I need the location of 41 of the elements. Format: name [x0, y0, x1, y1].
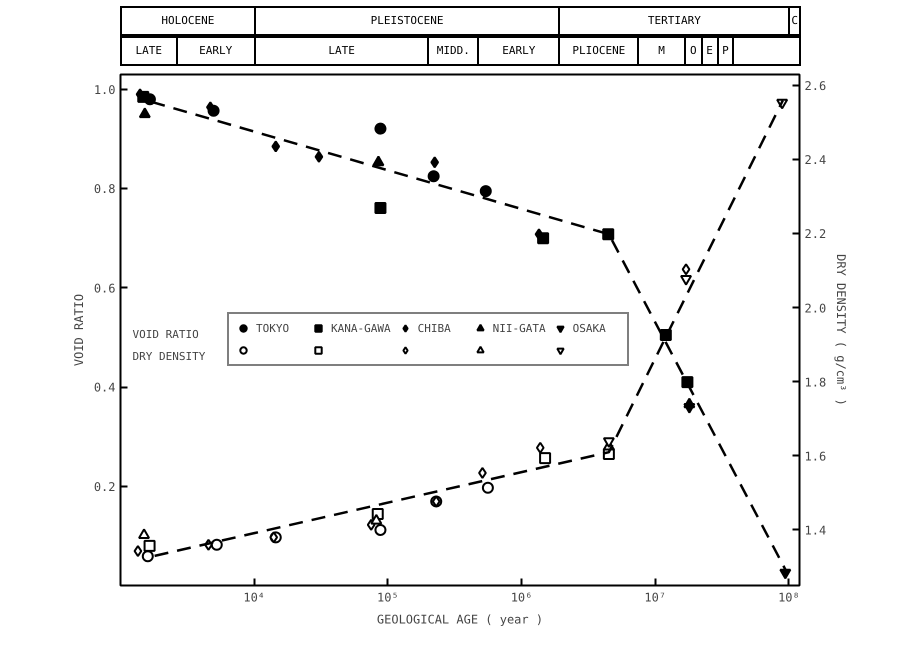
annotation: DRY DENSITY	[132, 350, 206, 363]
legend-label: OSAKA	[572, 320, 607, 336]
text: MIDD.	[428, 37, 478, 65]
text: EARLY	[176, 37, 255, 65]
text: C	[789, 7, 800, 35]
y2-tick-label: 1.6	[804, 449, 826, 464]
legend-label: KANA-GAWA	[331, 320, 391, 336]
x-tick-label: 10⁶	[510, 590, 532, 604]
y-axis-title: VOID RATIO	[72, 294, 86, 366]
text: LATE	[121, 37, 176, 65]
x-tick-label: 10⁴	[243, 590, 266, 604]
x-tick-label: 10⁵	[377, 590, 399, 604]
legend-label: NII-GATA	[492, 320, 546, 336]
text: P	[718, 37, 734, 65]
legend-label: CHIBA	[418, 320, 452, 336]
y2-tick-label: 2.0	[804, 301, 826, 316]
y-tick-label: 0.8	[94, 182, 116, 196]
y2-tick-label: 2.2	[804, 227, 826, 242]
y-tick-label: 0.6	[94, 281, 116, 296]
text: LATE	[254, 37, 428, 65]
y2-axis-title: DRY DENSITY ( g/cm³ )	[834, 254, 848, 406]
text: PLIOCENE	[559, 37, 638, 65]
y2-tick-label: 2.6	[804, 79, 826, 94]
annotation: VOID RATIO	[132, 328, 199, 341]
legend-label: TOKYO	[256, 320, 290, 336]
y2-tick-label: 1.4	[804, 523, 826, 538]
y-tick-label: 0.4	[94, 380, 116, 395]
text: O	[684, 37, 702, 65]
text: TERTIARY	[559, 7, 790, 35]
y-tick-label: 1.0	[94, 82, 116, 97]
x-axis-title: GEOLOGICAL AGE ( year )	[376, 612, 544, 626]
text: HOLOCENE	[121, 7, 255, 35]
x-tick-label: 10⁷	[644, 590, 666, 604]
y2-tick-label: 2.4	[804, 153, 826, 168]
x-tick-label: 10⁸	[778, 590, 800, 604]
text: E	[702, 37, 718, 65]
y-tick-label: 0.2	[94, 480, 116, 494]
text: EARLY	[478, 37, 560, 65]
text: M	[638, 37, 685, 65]
y2-tick-label: 1.8	[804, 375, 826, 390]
text: PLEISTOCENE	[254, 7, 560, 35]
